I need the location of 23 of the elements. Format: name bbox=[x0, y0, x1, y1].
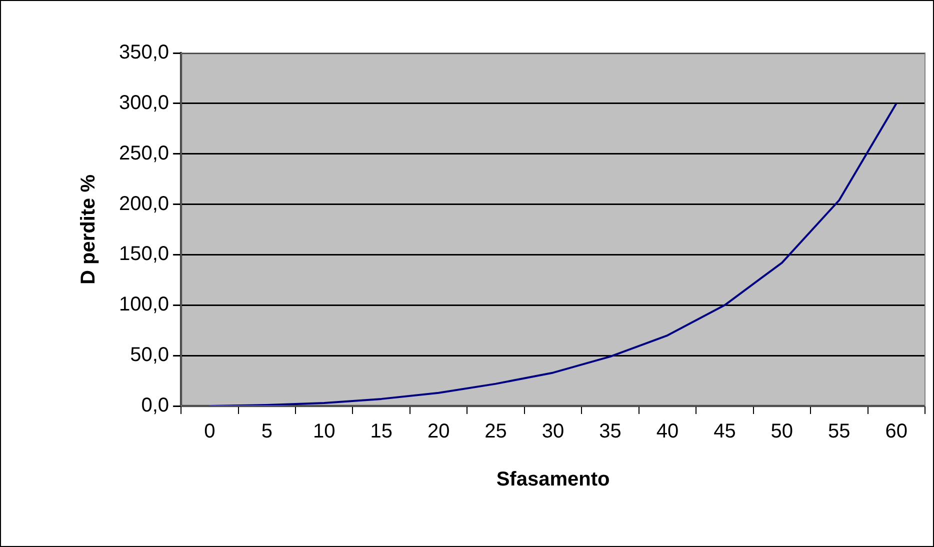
x-tick-label: 45 bbox=[714, 420, 736, 443]
y-tick-label: 100,0 bbox=[118, 294, 170, 316]
x-tick-label: 15 bbox=[370, 420, 392, 443]
y-tick-label: 150,0 bbox=[118, 243, 170, 266]
x-tick-label: 25 bbox=[484, 420, 507, 443]
x-tick-label: 5 bbox=[261, 420, 272, 443]
x-axis-title: Sfasamento bbox=[496, 468, 610, 491]
y-tick-label: 0,0 bbox=[141, 394, 170, 417]
x-tick-label: 10 bbox=[312, 420, 336, 443]
y-tick-label: 350,0 bbox=[118, 42, 170, 64]
x-tick-label: 60 bbox=[885, 420, 908, 443]
x-tick-label: 55 bbox=[828, 420, 850, 443]
x-tick-label: 30 bbox=[542, 420, 564, 443]
y-tick-label: 200,0 bbox=[118, 192, 170, 215]
y-tick-label: 50,0 bbox=[130, 344, 170, 366]
y-tick-label: 250,0 bbox=[118, 142, 170, 164]
x-tick-label: 20 bbox=[427, 420, 450, 443]
y-axis-title: D perdite % bbox=[78, 174, 100, 285]
x-tick-label: 35 bbox=[599, 420, 622, 443]
x-tick-label: 50 bbox=[770, 420, 794, 443]
y-tick-label: 300,0 bbox=[118, 92, 170, 114]
x-tick-label: 40 bbox=[656, 420, 679, 443]
x-tick-label: 0 bbox=[204, 420, 216, 443]
